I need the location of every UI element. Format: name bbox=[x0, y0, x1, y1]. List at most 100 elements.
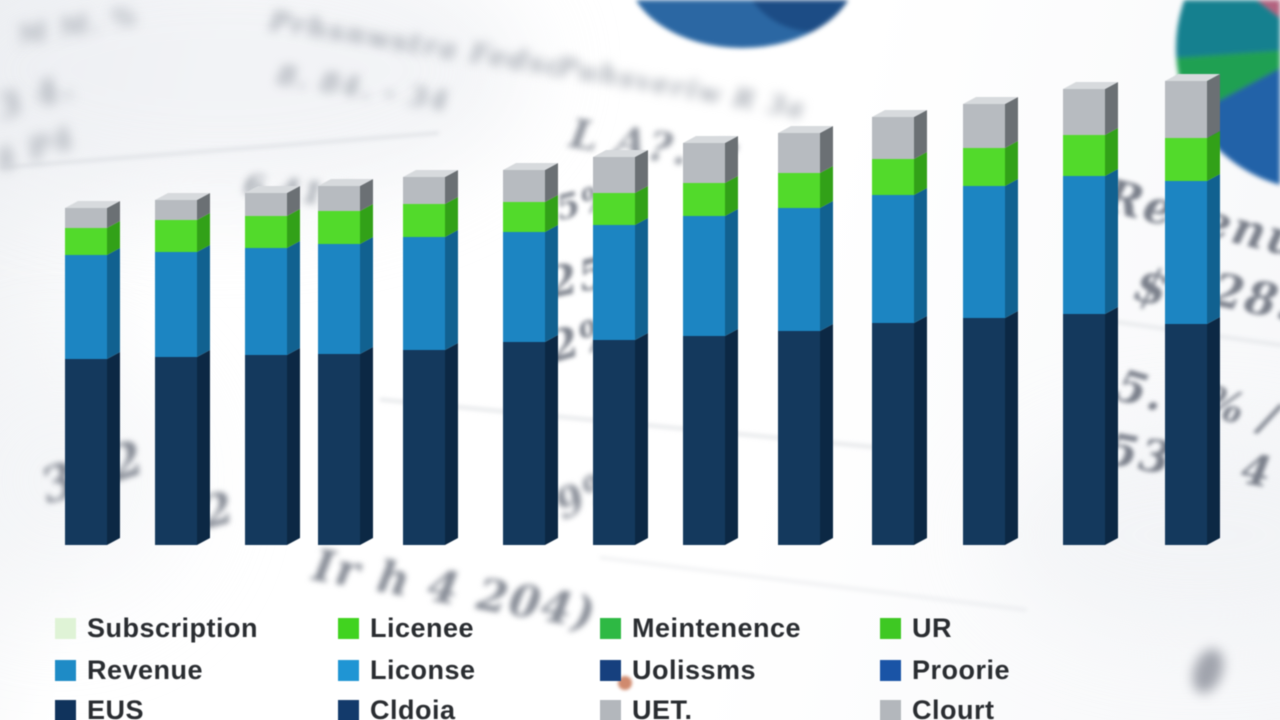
bar-top-cap bbox=[503, 163, 558, 170]
bar-segment-side bbox=[635, 218, 648, 340]
bar-segment-side bbox=[1005, 179, 1018, 318]
bar-segment-side bbox=[635, 333, 648, 545]
legend-label: EUS bbox=[87, 695, 145, 720]
bar-segment-blue-segment bbox=[963, 186, 1005, 318]
bar-segment-green-segment bbox=[155, 220, 197, 252]
legend-swatch bbox=[55, 660, 76, 681]
legend-label: UR bbox=[912, 613, 952, 643]
bar-segment-side bbox=[1207, 131, 1220, 181]
bar-segment-side bbox=[1105, 82, 1118, 135]
bar-top-cap bbox=[65, 201, 120, 208]
legend-label: Meintenence bbox=[632, 613, 802, 643]
bar-segment-green-segment bbox=[872, 159, 914, 195]
bar-segment-navy-bottom-segment bbox=[503, 342, 545, 545]
bar-segment-gray-cap-segment bbox=[778, 133, 820, 173]
bar-segment-gray-cap-segment bbox=[593, 157, 635, 193]
legend-swatch bbox=[880, 700, 901, 720]
legend-label: Cldoia bbox=[370, 695, 456, 720]
legend-swatch bbox=[55, 700, 76, 720]
top-right-pie-pink-wedge bbox=[1256, 0, 1280, 19]
legend-item: Liconse bbox=[338, 655, 476, 686]
bar-segment-side bbox=[914, 316, 927, 545]
bar-segment-blue-segment bbox=[778, 208, 820, 331]
bar-segment-side bbox=[820, 201, 833, 331]
bar-segment-side bbox=[545, 163, 558, 202]
bar-segment-gray-cap-segment bbox=[65, 208, 107, 228]
bar-segment-side bbox=[197, 213, 210, 252]
bar-segment-blue-segment bbox=[155, 252, 197, 357]
bar-top-cap bbox=[155, 193, 210, 200]
bar-segment-green-segment bbox=[963, 148, 1005, 186]
bar-segment-side bbox=[635, 186, 648, 225]
legend-item: Subscription bbox=[55, 613, 258, 644]
bar-segment-navy-bottom-segment bbox=[1165, 324, 1207, 545]
legend-swatch bbox=[600, 618, 621, 639]
bar-segment-side bbox=[725, 136, 738, 183]
bar-segment-side bbox=[914, 188, 927, 323]
legend-item: Meintenence bbox=[600, 613, 801, 644]
bar-top-cap bbox=[1165, 74, 1220, 81]
bar-segment-blue-segment bbox=[683, 216, 725, 336]
bar-segment-side bbox=[725, 329, 738, 545]
bar-top-cap bbox=[778, 126, 833, 133]
bar-segment-gray-cap-segment bbox=[318, 186, 360, 211]
bar-segment-side bbox=[545, 195, 558, 232]
legend-label: Liconse bbox=[370, 655, 476, 685]
legend-label: Subscription bbox=[87, 613, 259, 643]
bar-segment-blue-segment bbox=[403, 237, 445, 350]
legend-item: Proorie bbox=[880, 655, 1010, 686]
legend-item: Cldoia bbox=[338, 695, 456, 720]
bar-segment-blue-segment bbox=[503, 232, 545, 342]
bar-segment-side bbox=[635, 150, 648, 193]
bar-segment-green-segment bbox=[245, 216, 287, 248]
legend-label: Uolissms bbox=[632, 655, 757, 685]
legend-label: Proorie bbox=[912, 655, 1011, 685]
bar-segment-blue-segment bbox=[593, 225, 635, 340]
bar-segment-side bbox=[287, 209, 300, 248]
bar-segment-navy-bottom-segment bbox=[963, 318, 1005, 545]
bar-segment-gray-cap-segment bbox=[1165, 81, 1207, 138]
bar-segment-side bbox=[725, 209, 738, 336]
bar-segment-side bbox=[445, 170, 458, 204]
legend-swatch bbox=[880, 660, 901, 681]
bar-top-cap bbox=[1063, 82, 1118, 89]
legend-item: UET. bbox=[600, 695, 693, 720]
legend-item: EUS bbox=[55, 695, 144, 720]
bar-segment-gray-cap-segment bbox=[683, 143, 725, 183]
bar-segment-gray-cap-segment bbox=[155, 200, 197, 220]
bar-segment-side bbox=[820, 324, 833, 545]
bar-segment-green-segment bbox=[1165, 138, 1207, 181]
bar-segment-navy-bottom-segment bbox=[778, 331, 820, 545]
bar-top-cap bbox=[872, 110, 927, 117]
bar-segment-side bbox=[107, 201, 120, 228]
legend-label: Clourt bbox=[912, 695, 995, 720]
bar-segment-side bbox=[107, 221, 120, 255]
bar-segment-side bbox=[820, 126, 833, 173]
bar-segment-side bbox=[1105, 169, 1118, 314]
bar-top-cap bbox=[963, 97, 1018, 104]
bar-segment-navy-bottom-segment bbox=[318, 354, 360, 545]
bar-segment-gray-cap-segment bbox=[963, 104, 1005, 148]
bar-segment-navy-bottom-segment bbox=[403, 350, 445, 545]
legend-swatch bbox=[338, 618, 359, 639]
bar-segment-side bbox=[1207, 317, 1220, 545]
bar-segment-side bbox=[197, 245, 210, 357]
bar-segment-side bbox=[1207, 74, 1220, 138]
legend-label: Revenue bbox=[87, 655, 204, 685]
legend-label: UET. bbox=[632, 695, 693, 720]
bar-segment-blue-segment bbox=[872, 195, 914, 323]
bar-segment-side bbox=[545, 335, 558, 545]
bar-top-cap bbox=[245, 186, 300, 193]
bar-top-cap bbox=[683, 136, 738, 143]
bar-segment-green-segment bbox=[403, 204, 445, 237]
bar-segment-side bbox=[287, 241, 300, 355]
bar-segment-gray-cap-segment bbox=[245, 193, 287, 216]
bar-segment-side bbox=[107, 248, 120, 359]
legend-item: UR bbox=[880, 613, 952, 644]
bar-segment-side bbox=[725, 176, 738, 216]
bar-segment-side bbox=[914, 152, 927, 195]
bar-segment-side bbox=[1105, 307, 1118, 545]
